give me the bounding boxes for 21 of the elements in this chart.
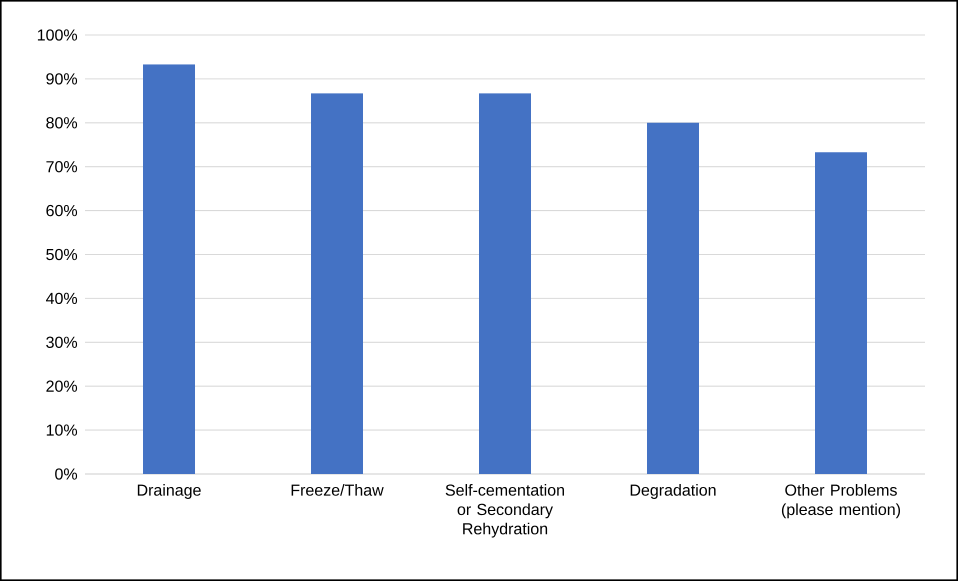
x-tick-label: Freeze/Thaw: [292, 484, 384, 496]
y-tick-label: 70%: [46, 161, 78, 172]
x-tick-label: Self-cementation or Secondary Rehydration: [446, 484, 564, 538]
y-tick-label: 40%: [46, 292, 78, 304]
x-tick-label: Degradation: [630, 484, 716, 499]
x-tick-label: Other Problems (please mention): [782, 484, 900, 518]
y-tick-label: 20%: [46, 380, 78, 392]
bar: [311, 93, 363, 474]
bar: [647, 122, 699, 474]
y-tick-label: 50%: [46, 248, 78, 260]
y-tick-label: 80%: [46, 117, 78, 128]
y-tick-label: 100%: [38, 29, 78, 41]
x-tick-label: Drainage: [138, 484, 201, 499]
y-tick-label: 30%: [46, 336, 78, 348]
y-tick-label: 60%: [46, 204, 78, 216]
y-tick-label: 90%: [46, 73, 78, 85]
y-tick-label: 10%: [46, 424, 78, 436]
bar: [143, 64, 196, 474]
bar: [815, 152, 867, 474]
y-tick-label: 0%: [55, 468, 78, 480]
bar: [479, 93, 531, 474]
